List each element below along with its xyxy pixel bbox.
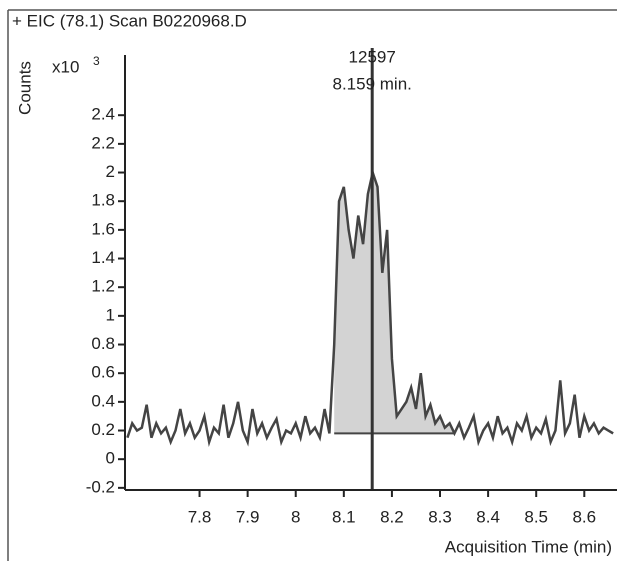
x-tick-label: 8.4 — [476, 507, 500, 526]
y-tick-label: 1 — [106, 305, 115, 324]
y-tick-label: 0.2 — [91, 420, 115, 439]
y-tick-label: 1.6 — [91, 219, 115, 238]
chart-title: + EIC (78.1) Scan B0220968.D — [12, 11, 247, 30]
x-tick-label: 8.5 — [524, 507, 548, 526]
y-tick-label: 2.4 — [91, 105, 115, 124]
y-tick-label: 2 — [106, 162, 115, 181]
x-tick-label: 7.8 — [188, 507, 212, 526]
x-tick-label: 8.6 — [572, 507, 596, 526]
x-tick-label: 8.1 — [332, 507, 356, 526]
y-tick-label: 0 — [106, 449, 115, 468]
y-multiplier: x10 — [52, 57, 79, 76]
y-tick-label: 0.4 — [91, 391, 115, 410]
y-tick-label: 0.8 — [91, 334, 115, 353]
y-multiplier-exponent: 3 — [93, 54, 100, 68]
y-tick-label: 1.8 — [91, 191, 115, 210]
y-tick-label: 2.2 — [91, 133, 115, 152]
y-tick-label: 1.4 — [91, 248, 115, 267]
y-tick-label: -0.2 — [86, 477, 115, 496]
y-tick-label: 0.6 — [91, 363, 115, 382]
x-tick-label: 8 — [291, 507, 300, 526]
trace — [126, 167, 614, 447]
y-tick-label: 1.2 — [91, 277, 115, 296]
peak-time: 8.159 min. — [333, 74, 412, 93]
peak-counts: 12597 — [349, 47, 396, 66]
x-tick-label: 7.9 — [236, 507, 260, 526]
x-tick-label: 8.2 — [380, 507, 404, 526]
x-axis-title: Acquisition Time (min) — [445, 537, 612, 556]
x-tick-label: 8.3 — [428, 507, 452, 526]
y-axis-title: Counts — [15, 61, 34, 115]
